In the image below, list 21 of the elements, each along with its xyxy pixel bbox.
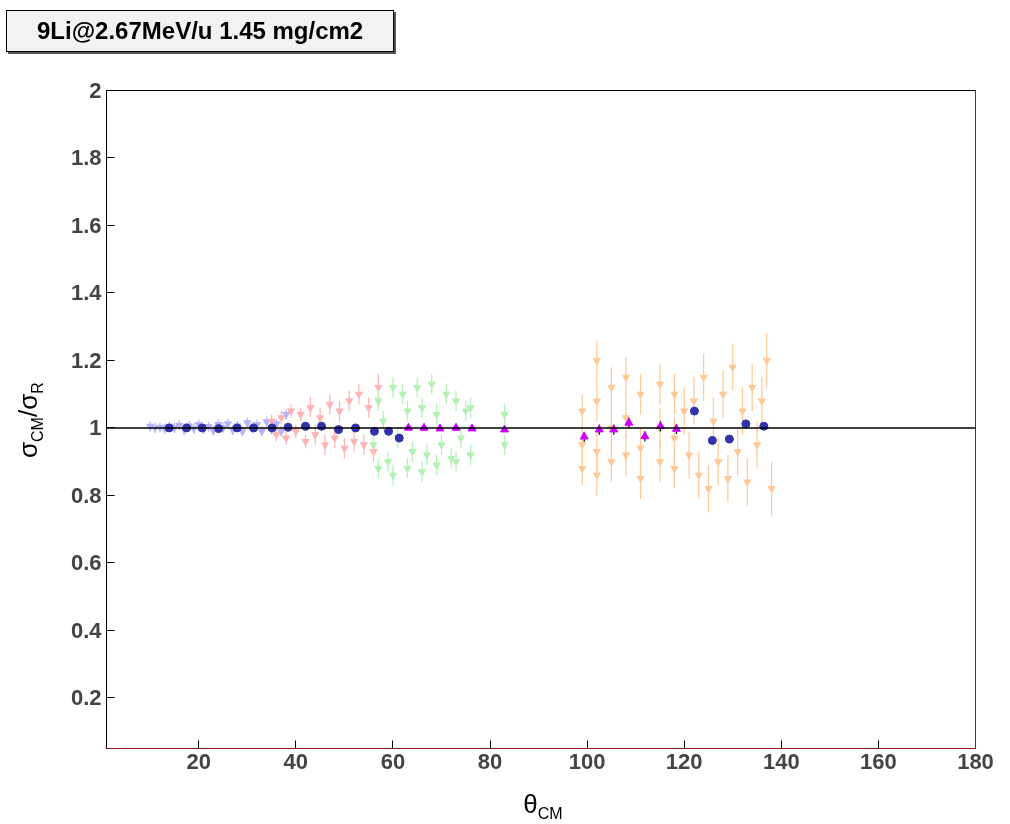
x-tick-label: 60 <box>380 748 406 774</box>
x-tick-label: 140 <box>762 748 800 774</box>
x-tick-label: 100 <box>568 748 606 774</box>
y-tick-label: 2 <box>89 78 102 103</box>
x-axis-title: θ$_{CM}$ <box>522 788 564 824</box>
y-tick-label: 1.8 <box>70 145 102 171</box>
x-tick-label: 20 <box>186 748 211 774</box>
y-tick-label: 0.8 <box>70 482 102 508</box>
x-tick-label: 180 <box>957 748 994 774</box>
y-tick-label: 0.6 <box>70 550 102 576</box>
y-tick-label: 1.2 <box>70 347 102 373</box>
x-tick-label: 40 <box>283 748 309 774</box>
y-tick-label: 1.6 <box>70 212 102 238</box>
x-tick-label: 120 <box>665 748 703 774</box>
y-tick-label: 0.2 <box>70 685 102 711</box>
x-tick-label: 160 <box>860 748 897 774</box>
y-tick-label: 1 <box>89 415 102 441</box>
chart-title: 9Li@2.67MeV/u 1.45 mg/cm2 <box>6 10 395 53</box>
y-tick-label: 0.4 <box>70 617 103 643</box>
y-tick-label: 1.4 <box>70 280 103 306</box>
x-tick-label: 80 <box>477 748 503 774</box>
